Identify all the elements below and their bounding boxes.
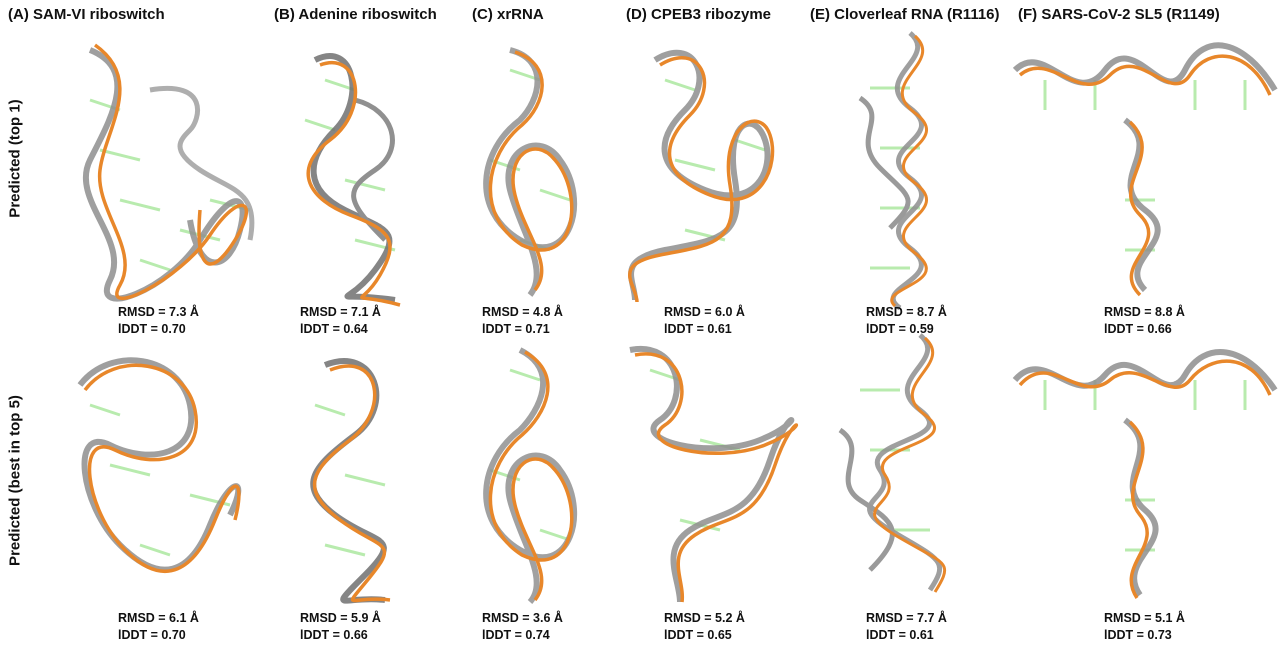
metrics-b-top1: RMSD = 7.1 Å lDDT = 0.64 [300,304,381,338]
metrics-c-top5: RMSD = 3.6 Å lDDT = 0.74 [482,610,563,644]
rmsd-value: RMSD = 6.1 Å [118,611,199,625]
row-label-top1: Predicted (top 1) [6,99,24,218]
lddt-value: lDDT = 0.66 [1104,322,1172,336]
structure-f-top1 [1012,42,1278,305]
lddt-value: lDDT = 0.71 [482,322,550,336]
metrics-e-top5: RMSD = 7.7 Å lDDT = 0.61 [866,610,947,644]
rmsd-value: RMSD = 3.6 Å [482,611,563,625]
column-title-b: (B) Adenine riboswitch [274,6,437,23]
lddt-value: lDDT = 0.74 [482,628,550,642]
lddt-value: lDDT = 0.73 [1104,628,1172,642]
column-title-d: (D) CPEB3 ribozyme [626,6,772,23]
structure-d-top1 [625,40,795,305]
lddt-value: lDDT = 0.70 [118,322,186,336]
metrics-b-top5: RMSD = 5.9 Å lDDT = 0.66 [300,610,381,644]
metrics-d-top1: RMSD = 6.0 Å lDDT = 0.61 [664,304,745,338]
metrics-c-top1: RMSD = 4.8 Å lDDT = 0.71 [482,304,563,338]
metrics-e-top1: RMSD = 8.7 Å lDDT = 0.59 [866,304,947,338]
rmsd-value: RMSD = 8.8 Å [1104,305,1185,319]
structure-b-top5 [285,345,425,604]
row-label-best-top5: Predicted (best in top 5) [6,395,24,566]
structure-f-top5 [1012,349,1278,605]
structure-e-top5 [830,330,980,610]
column-title-a: (A) SAM-VI riboswitch [8,6,165,23]
metrics-d-top5: RMSD = 5.2 Å lDDT = 0.65 [664,610,745,644]
lddt-value: lDDT = 0.61 [664,322,732,336]
lddt-value: lDDT = 0.59 [866,322,934,336]
rmsd-value: RMSD = 5.1 Å [1104,611,1185,625]
lddt-value: lDDT = 0.65 [664,628,732,642]
column-title-f: (F) SARS-CoV-2 SL5 (R1149) [1018,6,1220,23]
rmsd-value: RMSD = 7.7 Å [866,611,947,625]
lddt-value: lDDT = 0.70 [118,628,186,642]
rmsd-value: RMSD = 6.0 Å [664,305,745,319]
column-title-e: (E) Cloverleaf RNA (R1116) [810,6,1000,23]
metrics-a-top1: RMSD = 7.3 Å lDDT = 0.70 [118,304,199,338]
structure-a-top5 [50,345,270,600]
structure-c-top1 [460,40,600,305]
rmsd-value: RMSD = 8.7 Å [866,305,947,319]
metrics-a-top5: RMSD = 6.1 Å lDDT = 0.70 [118,610,199,644]
lddt-value: lDDT = 0.64 [300,322,368,336]
lddt-value: lDDT = 0.61 [866,628,934,642]
metrics-f-top1: RMSD = 8.8 Å lDDT = 0.66 [1104,304,1185,338]
structure-a-top1 [50,40,270,305]
rmsd-value: RMSD = 7.3 Å [118,305,199,319]
rmsd-value: RMSD = 5.9 Å [300,611,381,625]
rmsd-value: RMSD = 7.1 Å [300,305,381,319]
rmsd-value: RMSD = 5.2 Å [664,611,745,625]
structure-b-top1 [285,40,425,307]
metrics-f-top5: RMSD = 5.1 Å lDDT = 0.73 [1104,610,1185,644]
structure-d-top5 [620,340,800,605]
lddt-value: lDDT = 0.66 [300,628,368,642]
structure-e-top1 [840,28,960,311]
column-title-c: (C) xrRNA [472,6,544,23]
rmsd-value: RMSD = 4.8 Å [482,305,563,319]
structure-c-top5 [460,340,600,605]
